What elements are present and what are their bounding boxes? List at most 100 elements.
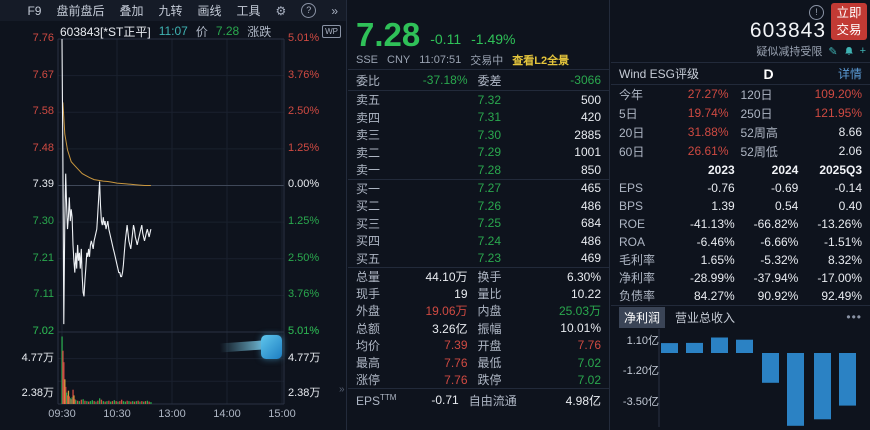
net-profit-axis-label: -3.50亿 bbox=[622, 396, 659, 408]
toolbar-item-pre-post[interactable]: 盘前盘后 bbox=[56, 4, 105, 18]
fin-row-label: 毛利率 bbox=[619, 253, 656, 268]
stat-row-label-2: 换手 bbox=[477, 270, 502, 285]
add-icon[interactable]: + bbox=[859, 45, 866, 58]
volume-bar bbox=[111, 401, 114, 404]
eps-value: -0.71 bbox=[431, 393, 459, 408]
bid-row[interactable]: 买四 7.24 486 bbox=[348, 232, 609, 250]
ask-volume: 2885 bbox=[574, 127, 601, 142]
fin-row-label: BPS bbox=[619, 198, 644, 213]
volume-bar bbox=[63, 362, 65, 404]
stat-row-value-2: 7.02 bbox=[577, 372, 601, 387]
quote-subheader: SSE CNY 11:07:51 交易中 查看L2全景 bbox=[348, 50, 609, 69]
trade-now-button[interactable]: 立即交易 bbox=[831, 3, 867, 40]
stat-row: 涨停 7.76 跌停 7.02 bbox=[348, 371, 609, 388]
free-float-value: 4.98亿 bbox=[565, 393, 602, 408]
volume-bar bbox=[148, 401, 150, 404]
gear-icon[interactable]: ⚙ bbox=[275, 3, 287, 18]
free-float-label: 自由流通 bbox=[468, 393, 517, 408]
bid-price: 7.27 bbox=[477, 181, 501, 196]
ask-row[interactable]: 卖一 7.28 850 bbox=[348, 161, 609, 179]
net-profit-bar[interactable] bbox=[711, 337, 728, 354]
toolbar-item-draw[interactable]: 画线 bbox=[197, 4, 222, 18]
fin-row-value: -6.66% bbox=[760, 234, 799, 249]
bid-label: 买三 bbox=[356, 216, 381, 231]
stat-row-value-2: 10.22 bbox=[570, 286, 601, 301]
net-profit-chart[interactable]: 1.10亿 -1.20亿 -3.50亿 bbox=[611, 329, 870, 430]
toolbar-item-f9[interactable]: F9 bbox=[27, 3, 42, 18]
volume-bar bbox=[69, 398, 71, 404]
ask-row[interactable]: 卖五 7.32 500 bbox=[348, 91, 609, 109]
bid-row[interactable]: 买二 7.26 486 bbox=[348, 197, 609, 215]
bid-row[interactable]: 买三 7.25 684 bbox=[348, 215, 609, 233]
alert-circle-icon[interactable]: ! bbox=[809, 5, 824, 20]
l2-link[interactable]: 查看L2全景 bbox=[512, 54, 570, 67]
fin-row-value: 0.40 bbox=[838, 198, 863, 213]
volume-bar bbox=[72, 389, 74, 404]
stats-block: 总量 44.10万 换手 6.30% 现手 19 量比 10.22 外盘 19.06万 内盘 25.0… bbox=[348, 268, 609, 388]
volume-bar bbox=[110, 401, 112, 404]
fin-row-label: ROA bbox=[619, 234, 646, 249]
tab-net-profit[interactable]: 净利润 bbox=[619, 306, 666, 328]
comet-tail bbox=[219, 340, 263, 353]
fin-row-value: -66.82% bbox=[753, 216, 799, 231]
esg-rating: D bbox=[763, 65, 774, 82]
info-header: ! 立即交易 603843 疑似减持受限 ✎ + bbox=[611, 0, 870, 62]
bell-icon[interactable] bbox=[844, 46, 854, 57]
stat-row-label-1: 均价 bbox=[356, 338, 381, 353]
tabs-more-icon[interactable]: ••• bbox=[846, 310, 862, 325]
bid-volume: 684 bbox=[580, 216, 601, 231]
volume-bar bbox=[75, 400, 77, 404]
toolbar-item-tools[interactable]: 工具 bbox=[236, 4, 261, 18]
net-profit-bar[interactable] bbox=[686, 342, 703, 353]
tab-revenue[interactable]: 营业总收入 bbox=[675, 310, 736, 325]
volume-bar bbox=[89, 401, 92, 404]
net-profit-bar[interactable] bbox=[736, 339, 753, 353]
fin-row-value: -0.76 bbox=[707, 180, 735, 195]
return-row-value-1: 19.74% bbox=[687, 106, 729, 121]
volume-bar bbox=[70, 399, 72, 404]
volume-bar bbox=[132, 401, 134, 404]
volume-bar bbox=[106, 401, 108, 404]
bid-row[interactable]: 买一 7.27 465 bbox=[348, 180, 609, 198]
net-profit-bar[interactable] bbox=[814, 353, 831, 420]
bid-row[interactable]: 买五 7.23 469 bbox=[348, 250, 609, 268]
stat-row-label-1: 最高 bbox=[356, 356, 381, 371]
fin-row: 净利率 -28.99% -37.94% -17.00% bbox=[611, 269, 870, 287]
return-row-label-2: 52周低 bbox=[740, 144, 778, 159]
net-profit-bar[interactable] bbox=[787, 353, 804, 426]
ask-row[interactable]: 卖四 7.31 420 bbox=[348, 109, 609, 127]
stat-row-label-2: 内盘 bbox=[477, 304, 502, 319]
wp-badge-icon[interactable]: WP bbox=[322, 24, 341, 38]
edit-icon[interactable]: ✎ bbox=[828, 45, 838, 58]
ask-label: 卖三 bbox=[356, 128, 381, 143]
panel-collapse-icon[interactable]: » bbox=[339, 384, 345, 395]
volume-bar bbox=[74, 399, 76, 404]
volume-bar bbox=[104, 401, 106, 404]
toolbar-item-nine[interactable]: 九转 bbox=[158, 4, 183, 18]
stat-row: 现手 19 量比 10.22 bbox=[348, 285, 609, 302]
chart-code-name: 603843[*ST正平] bbox=[60, 24, 151, 39]
volume-bar bbox=[126, 400, 128, 404]
return-row-value-2: 121.95% bbox=[814, 106, 862, 121]
intraday-chart[interactable] bbox=[0, 0, 347, 430]
net-profit-axis-label: -1.20亿 bbox=[622, 365, 659, 377]
net-profit-bar[interactable] bbox=[839, 353, 856, 406]
comet-cursor-icon[interactable] bbox=[219, 334, 282, 360]
volume-bar bbox=[119, 401, 121, 404]
toolbar-item-overlay[interactable]: 叠加 bbox=[119, 4, 144, 18]
eps-row: EPSTTM -0.71 自由流通 4.98亿 bbox=[348, 389, 609, 411]
ask-row[interactable]: 卖三 7.30 2885 bbox=[348, 126, 609, 144]
fin-row-value: -17.00% bbox=[817, 270, 863, 285]
net-profit-bar[interactable] bbox=[661, 343, 678, 353]
help-icon[interactable]: ? bbox=[301, 3, 317, 18]
price-label: 价 bbox=[195, 24, 208, 39]
price-change-pct: -1.49% bbox=[471, 31, 516, 47]
esg-detail-link[interactable]: 详情 bbox=[837, 67, 862, 82]
more-icon[interactable]: » bbox=[331, 3, 338, 18]
volume-bar bbox=[139, 401, 141, 404]
fin-row: ROE -41.13% -66.82% -13.26% bbox=[611, 215, 870, 233]
net-profit-bar[interactable] bbox=[762, 353, 779, 383]
ask-row[interactable]: 卖二 7.29 1001 bbox=[348, 144, 609, 162]
volume-bar bbox=[97, 400, 99, 404]
fin-row-value: 84.27% bbox=[693, 288, 735, 303]
